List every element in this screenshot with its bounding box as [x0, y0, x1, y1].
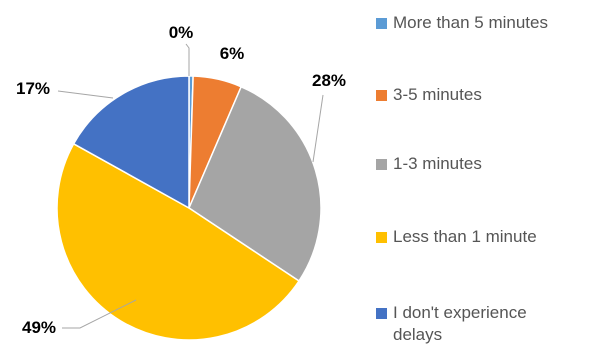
leader-line-1-3-minutes: [312, 94, 324, 163]
pie-slices: [56, 75, 322, 341]
data-label-1-3-minutes: 28%: [312, 71, 346, 90]
data-labels: 0% 6% 28% 49% 17%: [16, 23, 346, 337]
pie-slice-i-don-t-experience-delays: [72, 75, 190, 210]
data-label-more-than-5-minutes: 0%: [169, 23, 194, 42]
leader-line-i-dont-experience-delays: [57, 90, 114, 99]
pie-slice-less-than-1-minute: [56, 142, 301, 341]
leader-line-less-than-1-minute: [62, 299, 137, 329]
data-label-i-dont-experience-delays: 17%: [16, 79, 50, 98]
data-label-3-5-minutes: 6%: [220, 44, 245, 63]
leader-lines: [57, 43, 324, 329]
pie-slice-1-3-minutes: [188, 85, 322, 283]
data-label-less-than-1-minute: 49%: [22, 318, 56, 337]
leader-line-more-than-5-minutes: [185, 43, 190, 76]
